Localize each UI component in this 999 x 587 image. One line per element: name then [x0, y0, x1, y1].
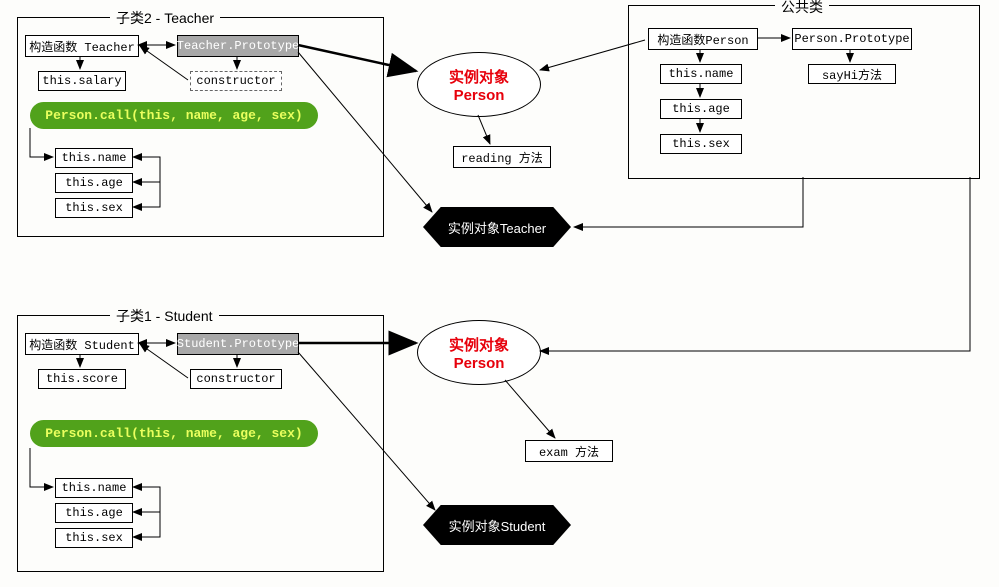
instance2-l2: Person	[454, 355, 505, 372]
reading-method: reading 方法	[453, 146, 551, 168]
diagram-canvas: 子类2 - Teacher 构造函数 Teacher Teacher.Proto…	[0, 0, 999, 587]
hex-teacher: 实例对象Teacher	[423, 207, 571, 247]
teacher-constructor: 构造函数 Teacher	[25, 35, 139, 57]
exam-method: exam 方法	[525, 440, 613, 462]
hex-student: 实例对象Student	[423, 505, 571, 545]
student-constructor-box: constructor	[190, 369, 282, 389]
student-call: Person.call(this, name, age, sex)	[30, 420, 318, 447]
person-prop-0: this.name	[660, 64, 742, 84]
teacher-salary: this.salary	[38, 71, 126, 91]
person-prototype: Person.Prototype	[792, 28, 912, 50]
instance-person-2: 实例对象 Person	[417, 320, 541, 385]
instance2-l1: 实例对象	[449, 334, 509, 355]
teacher-constructor-box: constructor	[190, 71, 282, 91]
student-constructor: 构造函数 Student	[25, 333, 139, 355]
student-prototype: Student.Prototype	[177, 333, 299, 355]
student-inherited-1: this.age	[55, 503, 133, 523]
person-sayhi: sayHi方法	[808, 64, 896, 84]
teacher-inherited-2: this.sex	[55, 198, 133, 218]
student-inherited-2: this.sex	[55, 528, 133, 548]
teacher-call: Person.call(this, name, age, sex)	[30, 102, 318, 129]
teacher-inherited-0: this.name	[55, 148, 133, 168]
person-prop-1: this.age	[660, 99, 742, 119]
student-inherited-0: this.name	[55, 478, 133, 498]
teacher-prototype: Teacher.Prototype	[177, 35, 299, 57]
person-prop-2: this.sex	[660, 134, 742, 154]
public-panel-title: 公共类	[775, 0, 829, 17]
teacher-inherited-1: this.age	[55, 173, 133, 193]
instance1-l2: Person	[454, 87, 505, 104]
student-panel-title: 子类1 - Student	[110, 306, 219, 326]
teacher-panel-title: 子类2 - Teacher	[110, 8, 220, 28]
instance-person-1: 实例对象 Person	[417, 52, 541, 117]
person-constructor: 构造函数Person	[648, 28, 758, 50]
instance1-l1: 实例对象	[449, 66, 509, 87]
student-score: this.score	[38, 369, 126, 389]
